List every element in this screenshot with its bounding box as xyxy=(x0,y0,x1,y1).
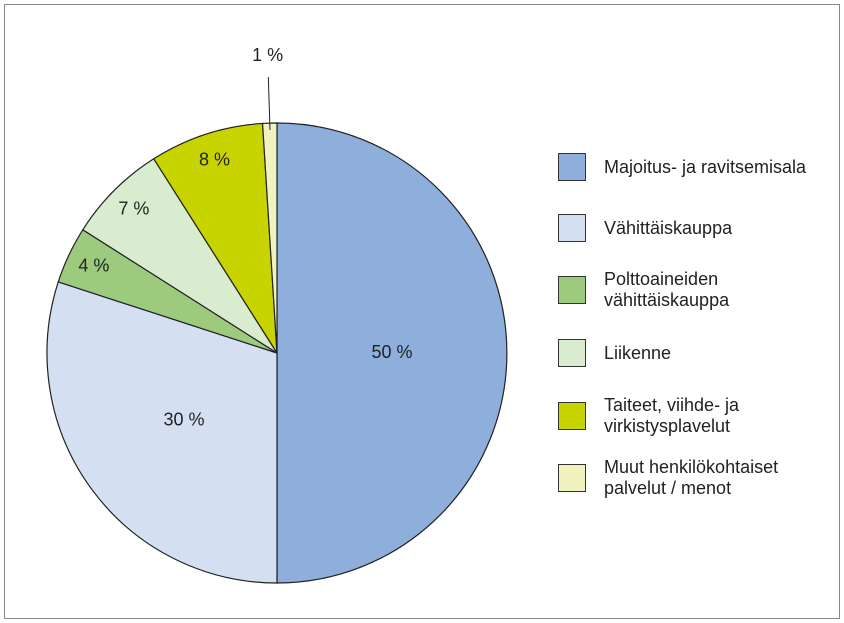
legend-swatch xyxy=(558,214,586,242)
legend-item: Liikenne xyxy=(558,339,819,367)
legend-swatch xyxy=(558,153,586,181)
data-label: 4 % xyxy=(78,256,109,276)
legend-item: Majoitus- ja ravitsemisala xyxy=(558,153,819,181)
legend-item: Muut henkilökohtaiset palvelut / menot xyxy=(558,457,819,499)
legend-swatch xyxy=(558,276,586,304)
pie-slice xyxy=(46,281,278,584)
data-label: 1 % xyxy=(252,45,283,65)
legend-item: Vähittäiskauppa xyxy=(558,214,819,242)
data-label: 7 % xyxy=(118,199,149,219)
legend-label: Taiteet, viihde- ja virkistysplavelut xyxy=(604,395,740,436)
legend-label: Vähittäiskauppa xyxy=(604,217,733,238)
data-label: 50 % xyxy=(371,342,412,362)
pie-slice xyxy=(81,157,278,354)
legend-item: Polttoaineiden vähittäiskauppa xyxy=(558,269,819,311)
legend-swatch xyxy=(558,402,586,430)
leader-line xyxy=(267,77,271,131)
data-label: 30 % xyxy=(163,409,204,429)
legend-swatch xyxy=(558,464,586,492)
frame xyxy=(4,4,840,619)
data-label: 8 % xyxy=(199,149,230,169)
pie-slice xyxy=(152,122,278,354)
legend-swatch xyxy=(558,339,586,367)
legend-item: Taiteet, viihde- ja virkistysplavelut xyxy=(558,395,819,437)
legend-label: Liikenne xyxy=(604,342,672,363)
legend-label: Polttoaineiden vähittäiskauppa xyxy=(604,269,730,310)
legend-label: Majoitus- ja ravitsemisala xyxy=(604,156,807,177)
pie-slice xyxy=(276,122,508,584)
legend-label: Muut henkilökohtaiset palvelut / menot xyxy=(604,457,779,498)
